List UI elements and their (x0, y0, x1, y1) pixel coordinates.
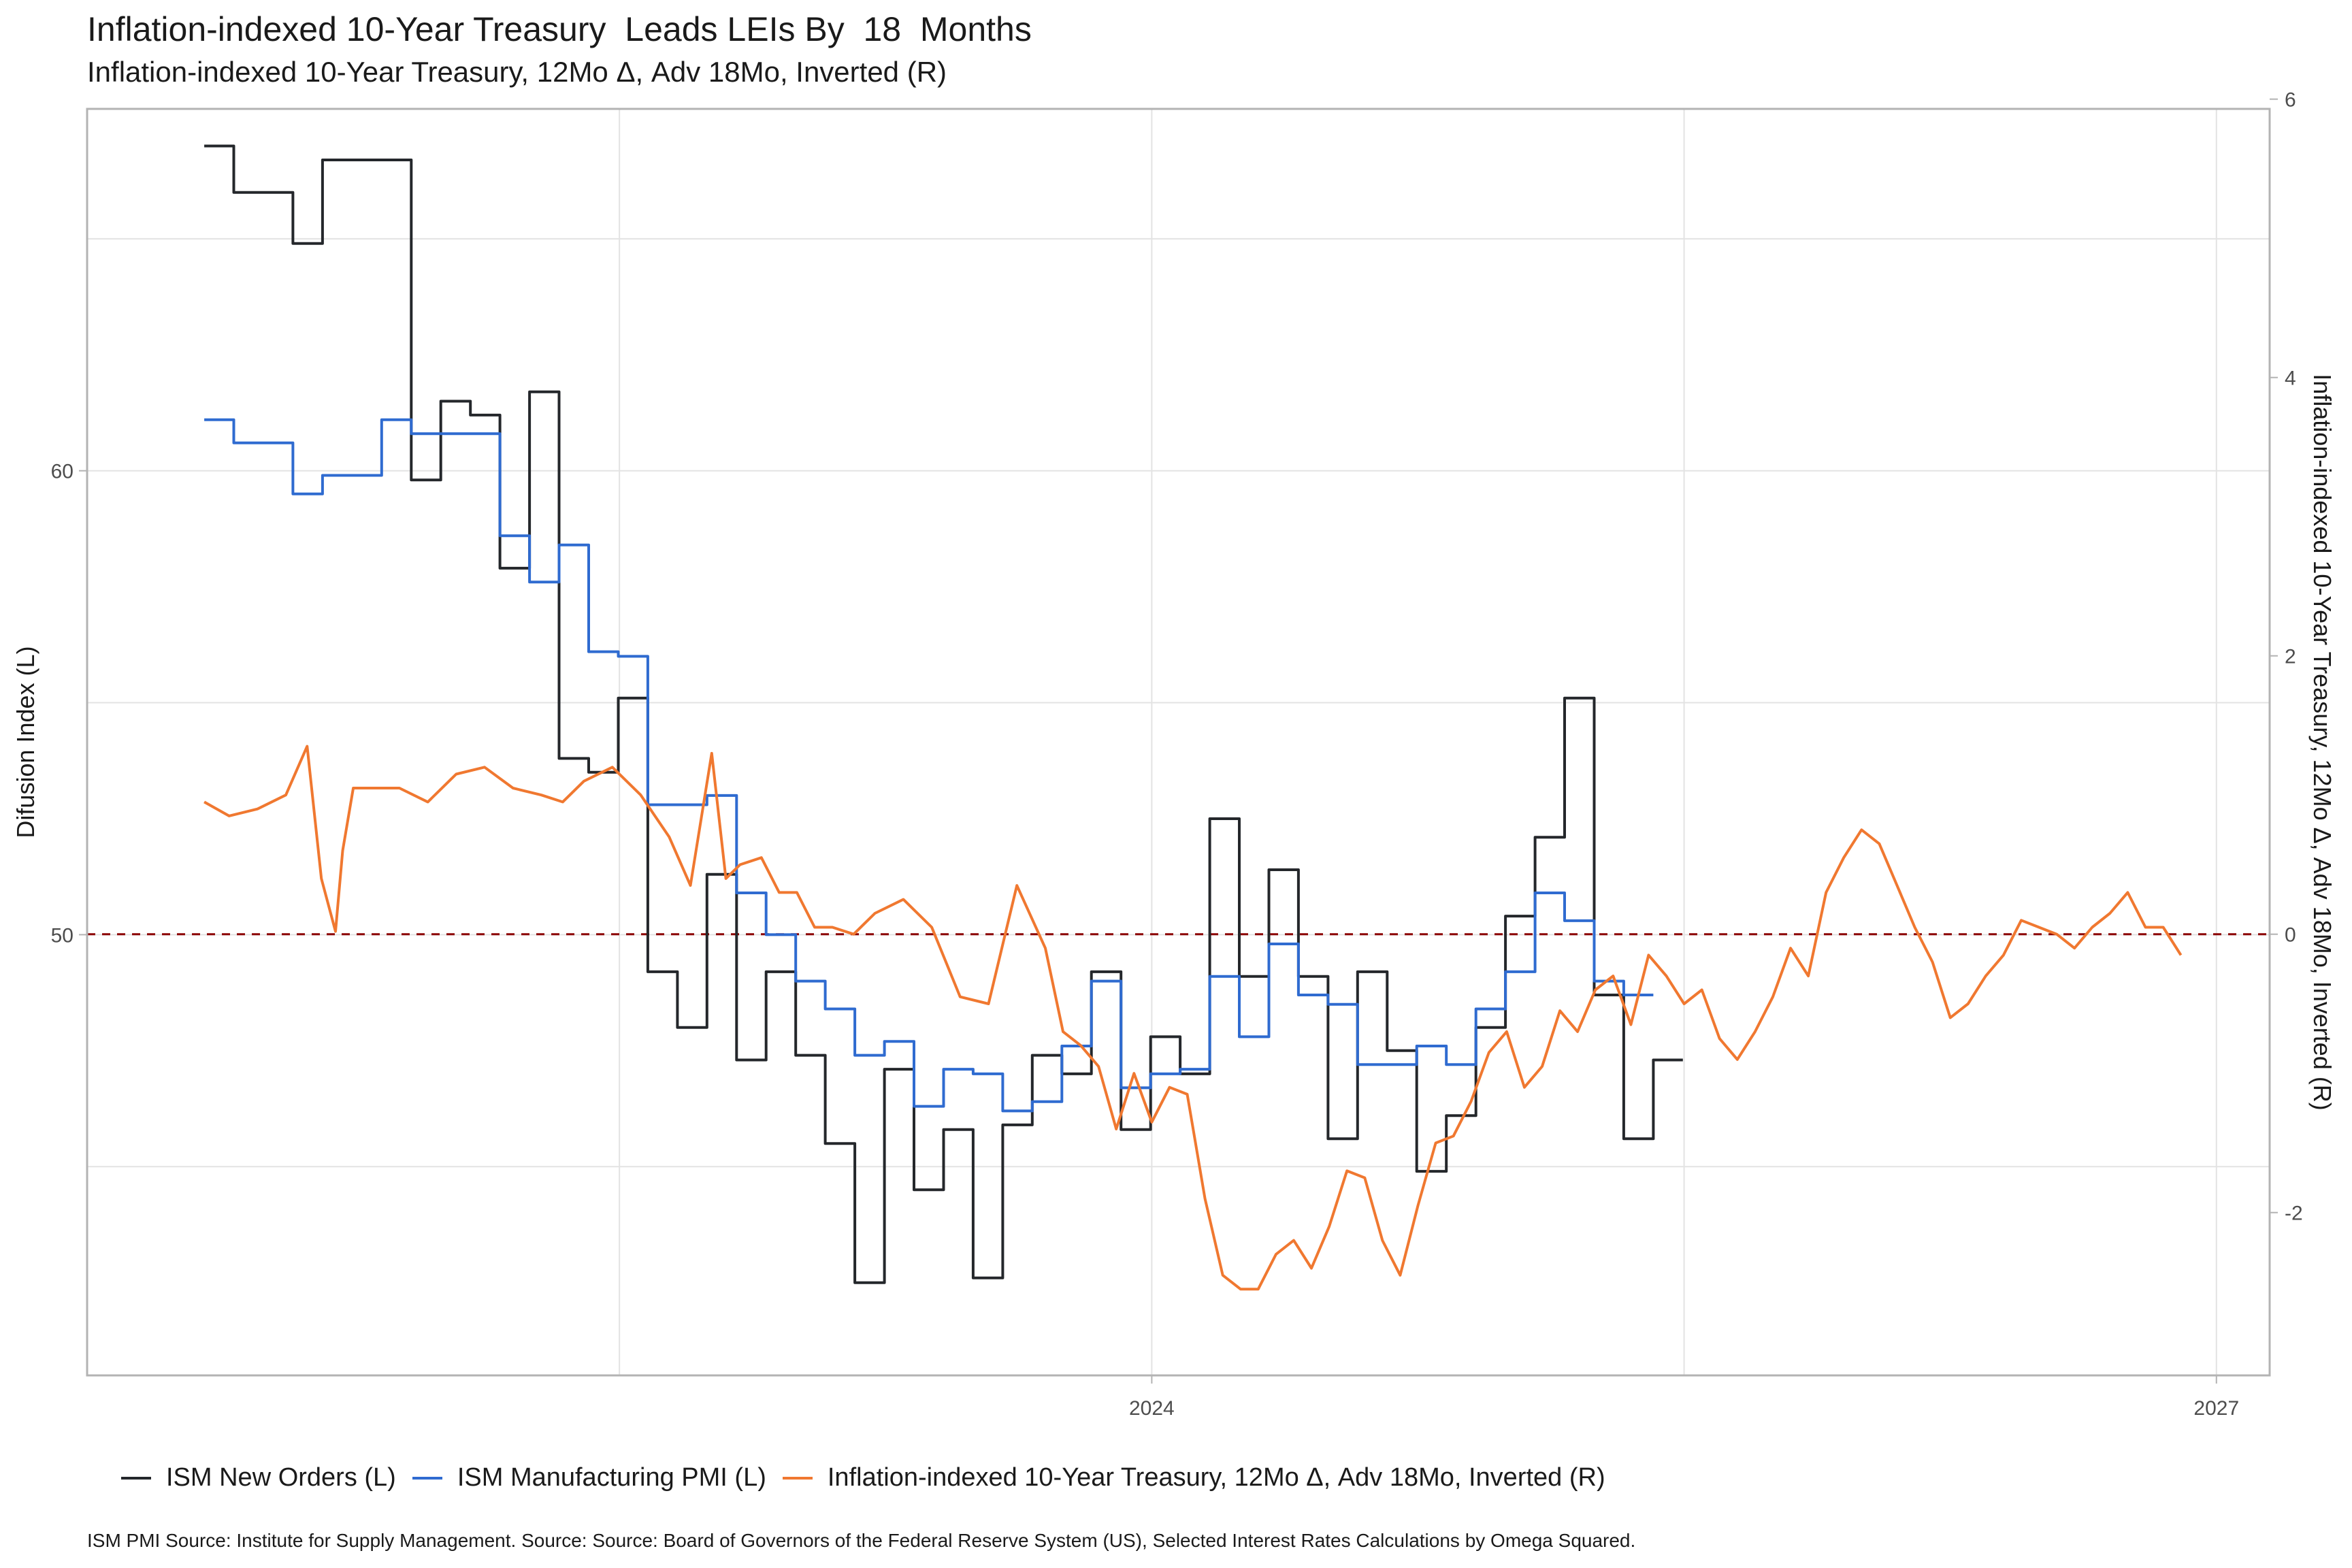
grid-layer (87, 109, 2270, 1375)
legend-label: Inflation-indexed 10-Year Treasury, 12Mo… (827, 1463, 1605, 1492)
y-axis-left-title: Difusion Index (L) (12, 646, 39, 838)
legend-item-new-orders[interactable]: ISM New Orders (L) (121, 1463, 396, 1492)
legend-key-tips (782, 1476, 813, 1480)
y-left-tick-label: 50 (51, 924, 74, 947)
axis-layer: 2024 2027 50 60 -2 0 2 4 6 (51, 89, 2303, 1420)
y-right-tick-label: 4 (2285, 368, 2296, 390)
chart-canvas: 2024 2027 50 60 -2 0 2 4 6 Difusion Index (L) In… (12, 89, 2336, 1420)
y-axis-right-title: Inflation-indexed 10-Year Treasury, 12Mo… (2308, 374, 2336, 1111)
legend-item-pmi[interactable]: ISM Manufacturing PMI (L) (412, 1463, 766, 1492)
panel-border (86, 108, 2271, 1377)
x-tick-label: 2024 (1129, 1397, 1175, 1420)
y-left-tick-label: 60 (51, 461, 74, 483)
y-right-tick-label: 2 (2285, 646, 2296, 668)
series-layer (203, 144, 2183, 1291)
series-ism-new-orders (204, 144, 1683, 1284)
source-caption: ISM PMI Source: Institute for Supply Man… (87, 1530, 1636, 1551)
legend-label: ISM Manufacturing PMI (L) (457, 1463, 766, 1492)
y-right-tick-label: 0 (2285, 924, 2296, 947)
y-right-tick-label: -2 (2285, 1203, 2303, 1225)
x-tick-label: 2027 (2193, 1397, 2239, 1420)
legend-item-tips[interactable]: Inflation-indexed 10-Year Treasury, 12Mo… (782, 1463, 1605, 1492)
legend-label: ISM New Orders (L) (166, 1463, 396, 1492)
legend-key-pmi (412, 1476, 442, 1480)
legend-key-new-orders (121, 1476, 151, 1480)
series-ism-pmi (204, 418, 1654, 1113)
legend: ISM New Orders (L) ISM Manufacturing PMI… (121, 1463, 1622, 1492)
series-tips-inverted (203, 745, 2183, 1291)
chart-title: Inflation-indexed 10-Year Treasury Leads… (87, 10, 1032, 48)
y-right-tick-label: 6 (2285, 89, 2296, 112)
chart-subtitle: Inflation-indexed 10-Year Treasury, 12Mo… (87, 56, 947, 88)
